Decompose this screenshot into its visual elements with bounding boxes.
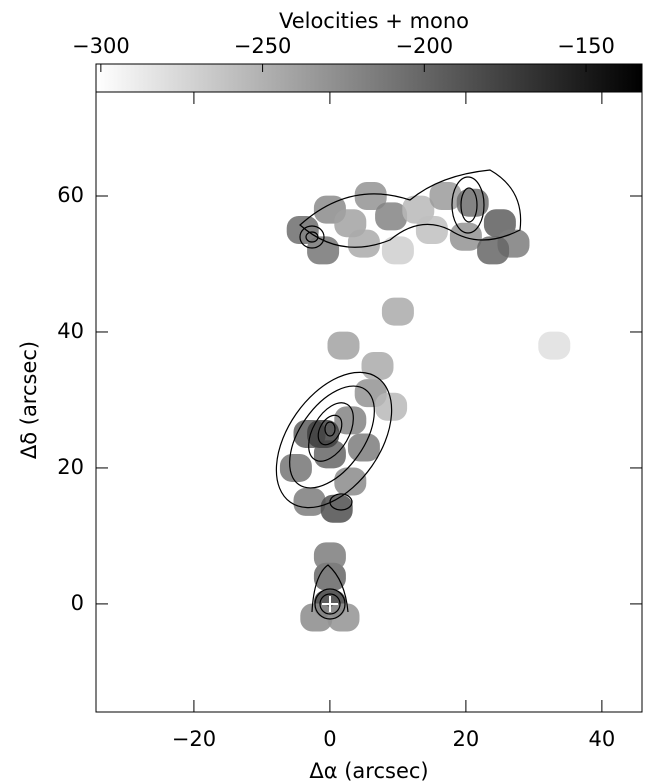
velocity-cell xyxy=(456,188,489,217)
velocity-cell xyxy=(381,236,414,265)
velocity-cell xyxy=(477,236,510,265)
velocity-cell xyxy=(538,331,571,360)
velocity-cell xyxy=(354,182,387,211)
contour xyxy=(275,371,393,509)
contours xyxy=(275,169,522,620)
velocity-cell xyxy=(381,297,414,326)
velocity-cell xyxy=(279,453,312,482)
contour xyxy=(324,421,336,437)
colorbar-label: Velocities + mono xyxy=(279,9,469,33)
contour xyxy=(329,493,353,511)
velocity-cell xyxy=(300,603,333,632)
velocity-cell xyxy=(307,419,340,448)
x-tick-label: 0 xyxy=(323,727,336,751)
contour xyxy=(317,414,343,446)
velocity-cell xyxy=(415,216,448,245)
contour xyxy=(460,187,478,223)
contour xyxy=(299,169,522,248)
y-axis-label: Δδ (arcsec) xyxy=(17,341,41,459)
colorbar-tick-label: −150 xyxy=(557,34,615,58)
velocity-cell xyxy=(313,542,346,571)
map-layer xyxy=(279,182,571,632)
velocity-cell xyxy=(334,467,367,496)
contour xyxy=(451,176,485,234)
contour xyxy=(319,593,341,615)
contour xyxy=(299,225,325,249)
velocity-cell xyxy=(327,331,360,360)
contour xyxy=(305,231,319,243)
y-tick-label: 40 xyxy=(57,319,84,343)
velocity-cell xyxy=(320,494,353,523)
velocity-cell xyxy=(375,202,408,231)
velocity-cell xyxy=(361,351,394,380)
velocity-cell xyxy=(334,406,367,435)
contour xyxy=(289,385,375,489)
velocity-cell xyxy=(293,487,326,516)
y-tick-label: 0 xyxy=(71,591,84,615)
contour xyxy=(311,564,349,613)
colorbar-tick-label: −200 xyxy=(395,34,453,58)
velocity-cell xyxy=(429,182,462,211)
velocity-cell xyxy=(327,603,360,632)
x-tick-label: −20 xyxy=(172,727,216,751)
x-tick-label: 20 xyxy=(453,727,480,751)
contour xyxy=(308,402,354,462)
colorbar xyxy=(95,63,643,93)
y-tick-label: 20 xyxy=(57,455,84,479)
x-axis-label: Δα (arcsec) xyxy=(309,759,428,783)
colorbar-tick-label: −300 xyxy=(72,34,130,58)
colorbar-tick-label: −250 xyxy=(234,34,292,58)
velocity-cell xyxy=(313,562,346,591)
velocity-cell xyxy=(347,229,380,258)
plot-frame xyxy=(95,91,643,713)
y-tick-label: 60 xyxy=(57,183,84,207)
contour xyxy=(314,588,346,620)
velocity-cell xyxy=(449,222,482,251)
x-tick-label: 40 xyxy=(589,727,616,751)
